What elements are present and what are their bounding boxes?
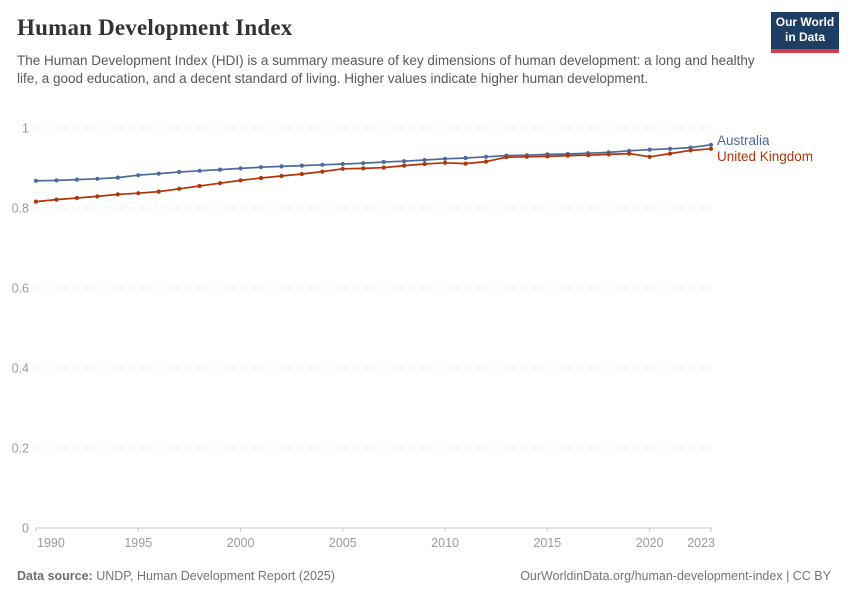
y-axis-label: 0: [22, 522, 29, 536]
data-point-united-kingdom[interactable]: [402, 163, 407, 168]
data-point-united-kingdom[interactable]: [279, 173, 284, 179]
owid-logo[interactable]: Our World in Data: [771, 12, 839, 53]
data-point-united-kingdom[interactable]: [463, 161, 468, 166]
data-point-australia[interactable]: [667, 146, 673, 151]
data-point-united-kingdom[interactable]: [74, 195, 80, 201]
data-point-united-kingdom[interactable]: [361, 166, 366, 171]
data-point-australia[interactable]: [258, 165, 264, 170]
data-point-united-kingdom[interactable]: [586, 153, 591, 158]
data-point-australia[interactable]: [708, 142, 714, 147]
data-point-united-kingdom[interactable]: [442, 160, 448, 165]
data-point-united-kingdom[interactable]: [340, 166, 345, 171]
x-axis-label: 2020: [636, 536, 664, 550]
x-axis-label: 2005: [329, 536, 357, 550]
data-point-australia[interactable]: [483, 154, 489, 159]
hdi-line-chart[interactable]: 0 0.2 0.4 0.6 0.8 1 1990 1995 2000 2005 2010 2015 20…: [0, 0, 850, 560]
data-point-australia[interactable]: [217, 167, 223, 172]
data-point-united-kingdom[interactable]: [504, 155, 509, 160]
x-axis-label: 1990: [37, 536, 65, 550]
data-point-australia[interactable]: [33, 178, 39, 183]
data-point-australia[interactable]: [340, 161, 345, 167]
data-point-united-kingdom[interactable]: [381, 165, 386, 170]
data-point-australia[interactable]: [402, 159, 407, 164]
data-source-text[interactable]: UNDP, Human Development Report (2025): [96, 569, 335, 583]
data-point-united-kingdom[interactable]: [545, 154, 550, 159]
data-point-australia[interactable]: [442, 156, 448, 161]
data-point-united-kingdom[interactable]: [258, 175, 264, 181]
x-axis-label: 2023: [687, 536, 715, 550]
data-point-australia[interactable]: [95, 176, 100, 181]
data-point-australia[interactable]: [381, 159, 386, 165]
data-point-australia[interactable]: [115, 175, 120, 180]
data-point-united-kingdom[interactable]: [320, 169, 325, 174]
y-axis-label: 0.8: [12, 202, 29, 216]
data-point-united-kingdom[interactable]: [136, 191, 141, 196]
data-point-australia[interactable]: [177, 169, 182, 175]
legend-item-united-kingdom[interactable]: United Kingdom: [717, 149, 814, 164]
page-title: Human Development Index: [17, 15, 293, 40]
data-point-united-kingdom[interactable]: [197, 183, 202, 189]
data-point-united-kingdom[interactable]: [156, 189, 161, 194]
owid-logo-line1: Our World: [775, 15, 835, 29]
data-point-united-kingdom[interactable]: [708, 146, 714, 151]
data-point-australia[interactable]: [299, 163, 305, 168]
data-point-australia[interactable]: [647, 147, 652, 152]
data-point-united-kingdom[interactable]: [177, 186, 182, 191]
data-point-united-kingdom[interactable]: [647, 154, 652, 159]
data-point-australia[interactable]: [463, 155, 468, 161]
y-axis-label: 0.4: [12, 362, 29, 376]
x-axis-label: 1995: [124, 536, 152, 550]
data-point-united-kingdom[interactable]: [627, 151, 632, 156]
data-point-united-kingdom[interactable]: [54, 197, 59, 202]
data-point-australia[interactable]: [320, 162, 325, 167]
data-point-australia[interactable]: [74, 177, 80, 182]
data-point-australia[interactable]: [361, 161, 366, 166]
y-axis-label: 1: [22, 122, 29, 136]
data-point-australia[interactable]: [279, 164, 284, 169]
data-point-united-kingdom[interactable]: [524, 154, 530, 159]
data-point-united-kingdom[interactable]: [95, 194, 100, 199]
data-point-united-kingdom[interactable]: [688, 148, 693, 153]
y-axis-label: 0.2: [12, 442, 29, 456]
data-point-united-kingdom[interactable]: [217, 181, 223, 186]
x-axis-label: 2015: [533, 536, 561, 550]
x-axis-label: 2010: [431, 536, 459, 550]
data-point-united-kingdom[interactable]: [565, 153, 570, 158]
data-point-australia[interactable]: [156, 171, 161, 176]
data-point-united-kingdom[interactable]: [483, 159, 489, 164]
line-australia[interactable]: [35, 143, 712, 182]
y-axis-label: 0.6: [12, 282, 29, 296]
x-axis-label: 2000: [227, 536, 255, 550]
data-point-united-kingdom[interactable]: [33, 199, 39, 204]
data-point-united-kingdom[interactable]: [667, 151, 673, 156]
data-point-australia[interactable]: [136, 173, 141, 178]
data-point-united-kingdom[interactable]: [422, 161, 427, 167]
data-source-label: Data source:: [17, 569, 93, 583]
data-point-australia[interactable]: [54, 178, 59, 183]
citation-link[interactable]: OurWorldinData.org/human-development-ind…: [520, 569, 831, 583]
line-united-kingdom[interactable]: [35, 147, 712, 203]
data-source-note: Data source: UNDP, Human Development Rep…: [17, 569, 335, 583]
data-point-united-kingdom[interactable]: [606, 152, 611, 157]
data-point-united-kingdom[interactable]: [115, 192, 120, 197]
legend-item-australia[interactable]: Australia: [717, 133, 770, 148]
data-point-united-kingdom[interactable]: [299, 171, 305, 177]
data-point-australia[interactable]: [422, 157, 427, 163]
data-point-australia[interactable]: [197, 168, 202, 173]
data-point-australia[interactable]: [238, 166, 243, 171]
data-point-united-kingdom[interactable]: [238, 178, 243, 183]
owid-logo-line2: in Data: [784, 30, 825, 44]
chart-subtitle: The Human Development Index (HDI) is a s…: [17, 53, 755, 86]
